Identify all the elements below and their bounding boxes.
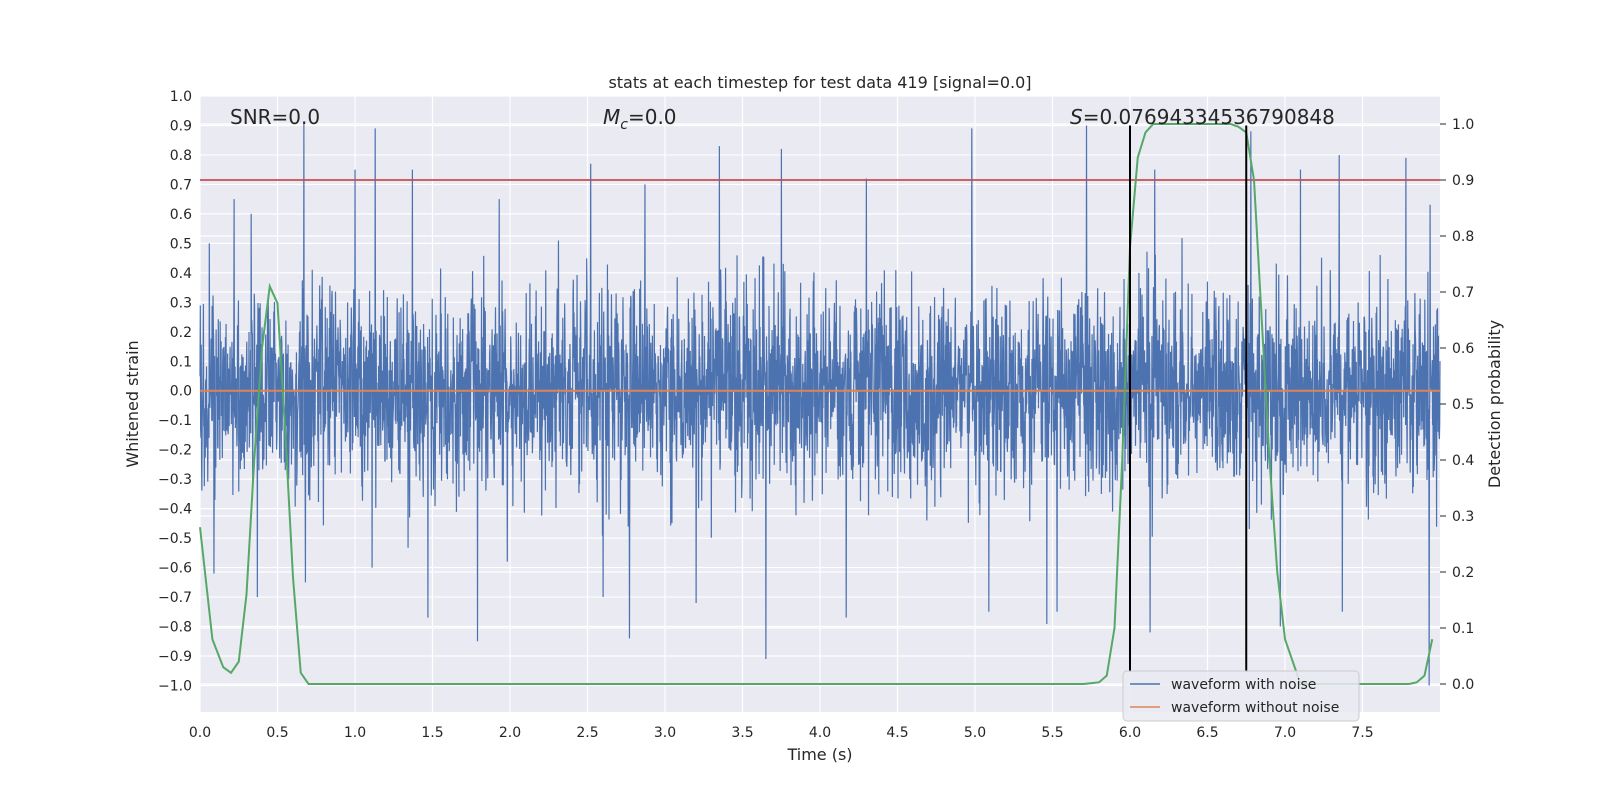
y-tick-label: −0.8 — [158, 620, 192, 636]
y-tick-label: −0.2 — [158, 443, 192, 459]
series-detection-probability — [199, 123, 1434, 685]
y-tick-label: −1.0 — [158, 678, 192, 694]
x-tick-label: 7.0 — [1274, 725, 1296, 741]
y-tick-label: −0.5 — [158, 531, 192, 547]
x-tick-label: 4.5 — [886, 725, 908, 741]
y-tick-label: 0.6 — [170, 207, 192, 223]
y2-tick-label: 0.9 — [1452, 173, 1474, 189]
y-tick-label: −0.7 — [158, 590, 192, 606]
legend-label-noise: waveform with noise — [1171, 677, 1316, 693]
y2-axis-label: Detection probability — [1485, 320, 1504, 488]
x-tick-label: 4.0 — [809, 725, 831, 741]
snr-annotation: SNR=0.0 — [230, 105, 320, 129]
x-tick-label: 3.5 — [731, 725, 753, 741]
y-tick-label: −0.6 — [158, 561, 192, 577]
y-tick-label: −0.3 — [158, 472, 192, 488]
y2-tick-label: 1.0 — [1452, 117, 1474, 133]
y2-tick-label: 0.5 — [1452, 397, 1474, 413]
y-axis-label: Whitened strain — [123, 340, 142, 467]
x-tick-label: 0.0 — [189, 725, 211, 741]
y-tick-label: 0.9 — [170, 118, 192, 134]
x-tick-label: 1.0 — [344, 725, 366, 741]
chirp-mass-symbol: M — [603, 105, 620, 129]
y2-tick-label: 0.6 — [1452, 341, 1474, 357]
y-tick-label: 0.1 — [170, 354, 192, 370]
y2-tick-label: 0.3 — [1452, 509, 1474, 525]
chart-title: stats at each timestep for test data 419… — [608, 73, 1031, 92]
score-symbol: S — [1070, 105, 1083, 129]
y2-tick-label: 0.1 — [1452, 621, 1474, 637]
x-tick-label: 6.0 — [1119, 725, 1141, 741]
x-tick-label: 0.5 — [266, 725, 288, 741]
y-tick-label: −0.9 — [158, 649, 192, 665]
y-tick-label: 0.8 — [170, 148, 192, 164]
x-tick-label: 5.0 — [964, 725, 986, 741]
y-tick-label: 0.2 — [170, 325, 192, 341]
y-tick-label: −0.1 — [158, 413, 192, 429]
y2-tick-label: 0.4 — [1452, 453, 1474, 469]
y-tick-label: 0.5 — [170, 236, 192, 252]
x-tick-label: 3.0 — [654, 725, 676, 741]
x-tick-label: 6.5 — [1196, 725, 1218, 741]
chirp-mass-value: =0.0 — [628, 105, 677, 129]
score-value: =0.07694334536790848 — [1083, 105, 1335, 129]
x-tick-label: 5.5 — [1041, 725, 1063, 741]
x-tick-label: 1.5 — [421, 725, 443, 741]
series-waveform-with-noise — [199, 122, 1441, 686]
legend-label-clean: waveform without noise — [1171, 700, 1339, 716]
y2-tick-label: 0.2 — [1452, 565, 1474, 581]
chirp-mass-annotation: Mc=0.0 — [603, 105, 677, 133]
y2-tick-label: 0.7 — [1452, 285, 1474, 301]
score-annotation: S=0.07694334536790848 — [1070, 105, 1335, 129]
chirp-mass-subscript: c — [620, 117, 628, 133]
plot-area — [199, 122, 1441, 686]
x-axis-label: Time (s) — [786, 745, 852, 764]
y-tick-label: −0.4 — [158, 502, 192, 518]
axes: 0.0 0.5 1.0 1.5 2.0 2.5 3.0 3.5 4.0 4.5 5.0 5.5 6.0 6… — [158, 89, 1474, 741]
legend-box — [1122, 670, 1360, 722]
y-tick-label: 1.0 — [170, 89, 192, 105]
y-tick-label: 0.4 — [170, 266, 192, 282]
y-tick-label: 0.7 — [170, 177, 192, 193]
y2-tick-label: 0.8 — [1452, 229, 1474, 245]
x-tick-label: 7.5 — [1351, 725, 1373, 741]
x-tick-label: 2.5 — [576, 725, 598, 741]
y2-tick-label: 0.0 — [1452, 677, 1474, 693]
y-tick-label: 0.0 — [170, 384, 192, 400]
y-tick-label: 0.3 — [170, 295, 192, 311]
legend: waveform with noise waveform without noi… — [1122, 670, 1360, 722]
x-tick-label: 2.0 — [499, 725, 521, 741]
